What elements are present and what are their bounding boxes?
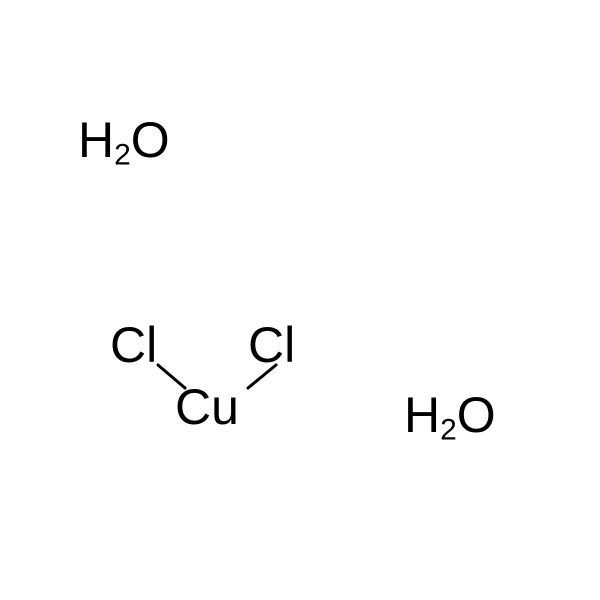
o-atom: O (457, 387, 496, 443)
water-right-label: H2O (404, 390, 496, 446)
water-top-label: H2O (78, 115, 170, 171)
subscript-2: 2 (114, 139, 131, 172)
h-atom: H (78, 112, 114, 168)
bonds-layer (0, 0, 600, 600)
cl-right-label: Cl (248, 320, 295, 370)
cl-left-label: Cl (110, 320, 157, 370)
h-atom: H (404, 387, 440, 443)
cu-label: Cu (175, 382, 239, 432)
chemical-diagram: H2O H2O Cl Cl Cu (0, 0, 600, 600)
o-atom: O (131, 112, 170, 168)
subscript-2: 2 (440, 414, 457, 447)
